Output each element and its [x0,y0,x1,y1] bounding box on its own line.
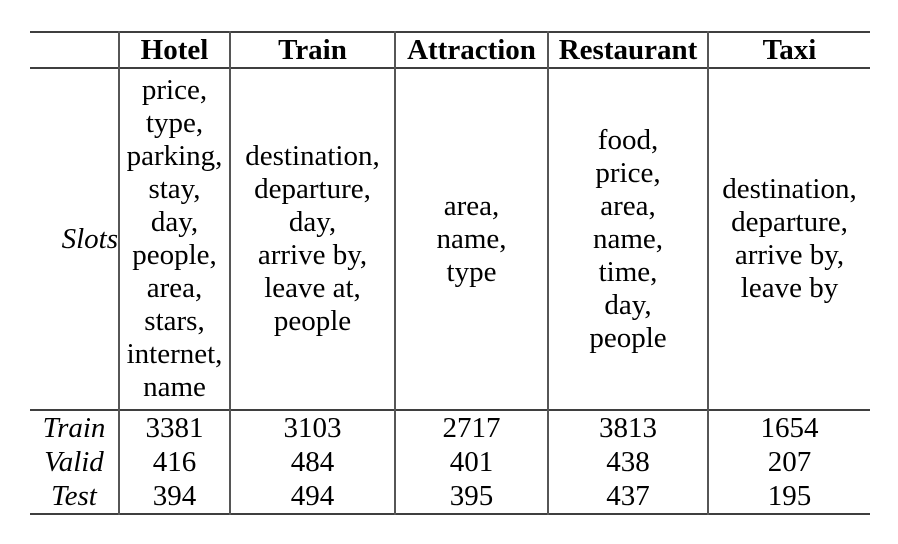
col-header-train: Train [229,32,395,68]
slots-cell-taxi: destination, departure, arrive by, leave… [707,68,870,410]
stat-row-test: Test 394 494 395 437 195 [30,479,870,514]
cell-test-attraction: 395 [394,479,548,514]
row-label-test: Test [51,480,97,512]
cell-train-attraction: 2717 [394,410,548,445]
stat-row-valid: Valid 416 484 401 438 207 [30,445,870,479]
col-header-taxi: Taxi [707,32,870,68]
cell-test-taxi: 195 [707,479,870,514]
col-header-restaurant: Restaurant [547,32,708,68]
slots-row: Slots price, type, parking, stay, day, p… [30,68,870,410]
cell-valid-train: 484 [229,445,395,479]
cell-valid-attraction: 401 [394,445,548,479]
row-label-valid: Valid [44,446,104,478]
col-header-attraction: Attraction [394,32,548,68]
slots-cell-attraction: area, name, type [394,68,548,410]
stat-row-train: Train 3381 3103 2717 3813 1654 [30,410,870,445]
header-row: Hotel Train Attraction Restaurant Taxi [30,32,870,68]
row-label-train: Train [42,412,106,444]
cell-test-restaurant: 437 [547,479,708,514]
dataset-statistics-table: Hotel Train Attraction Restaurant Taxi S… [30,31,870,515]
slots-cell-train: destination, departure, day, arrive by, … [229,68,395,410]
cell-train-train: 3103 [229,410,395,445]
slots-cell-hotel: price, type, parking, stay, day, people,… [118,68,230,410]
cell-train-taxi: 1654 [707,410,870,445]
cell-valid-hotel: 416 [118,445,230,479]
cell-test-train: 494 [229,479,395,514]
cell-test-hotel: 394 [118,479,230,514]
cell-train-hotel: 3381 [118,410,230,445]
cell-valid-taxi: 207 [707,445,870,479]
col-header-hotel: Hotel [118,32,230,68]
cell-train-restaurant: 3813 [547,410,708,445]
cell-valid-restaurant: 438 [547,445,708,479]
row-label-slots: Slots [61,222,118,255]
slots-cell-restaurant: food, price, area, name, time, day, peop… [547,68,708,410]
corner-cell [30,32,119,68]
